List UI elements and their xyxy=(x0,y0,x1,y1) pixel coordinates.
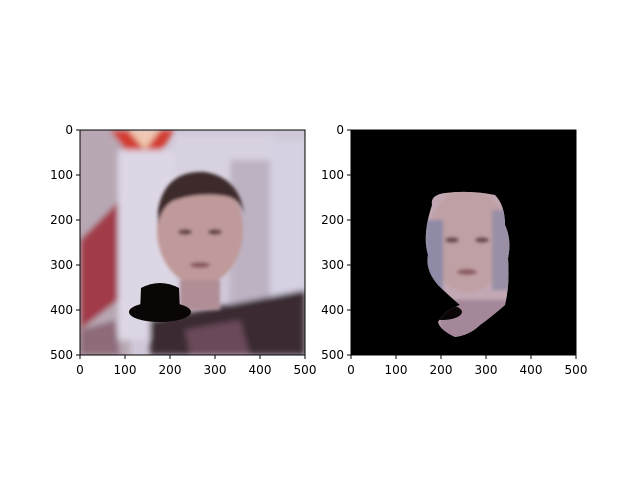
right-y-tick-label: 500 xyxy=(321,348,344,362)
left-y-tick-label: 0 xyxy=(65,123,73,137)
right-x-tick-label: 300 xyxy=(475,363,498,377)
left-y-tick-label: 200 xyxy=(50,213,73,227)
right-x-tick-label: 100 xyxy=(385,363,408,377)
right-x-tick-label: 400 xyxy=(520,363,543,377)
left-x-tick-label: 100 xyxy=(114,363,137,377)
right-panel-image xyxy=(351,130,576,355)
right-x-tick-label: 500 xyxy=(565,363,588,377)
left-y-tick-label: 300 xyxy=(50,258,73,272)
left-axes-frame xyxy=(79,129,306,356)
right-y-tick-label: 300 xyxy=(321,258,344,272)
left-x-tick-label: 300 xyxy=(204,363,227,377)
right-y-tick-label: 200 xyxy=(321,213,344,227)
left-x-tick-label: 400 xyxy=(249,363,272,377)
right-axes-frame xyxy=(350,129,577,356)
left-y-tick-label: 500 xyxy=(50,348,73,362)
left-panel-image xyxy=(80,130,305,355)
hat-icon xyxy=(129,283,191,322)
right-y-tick-label: 100 xyxy=(321,168,344,182)
left-y-tick-label: 400 xyxy=(50,303,73,317)
left-x-tick-label: 500 xyxy=(294,363,317,377)
right-x-tick-label: 200 xyxy=(430,363,453,377)
left-y-tick-label: 100 xyxy=(50,168,73,182)
left-x-tick-label: 0 xyxy=(76,363,84,377)
right-x-tick-label: 0 xyxy=(347,363,355,377)
right-y-tick-label: 0 xyxy=(336,123,344,137)
right-y-tick-label: 400 xyxy=(321,303,344,317)
left-x-tick-label: 200 xyxy=(159,363,182,377)
